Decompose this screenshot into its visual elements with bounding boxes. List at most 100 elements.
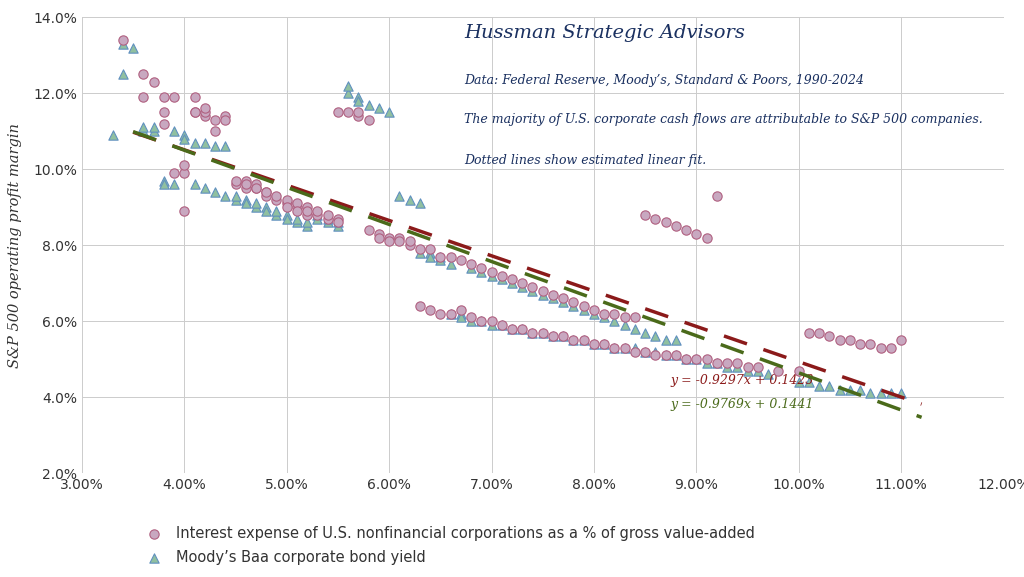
Interest expense of U.S. nonfinancial corporations as a % of gross value-added <box>678 354 694 364</box>
Moody’s Baa corporate bond yield <box>115 39 131 48</box>
Interest expense of U.S. nonfinancial corporations as a % of gross value-added <box>289 207 305 216</box>
Moody’s Baa corporate bond yield <box>504 279 520 288</box>
Interest expense of U.S. nonfinancial corporations as a % of gross value-added <box>156 92 172 102</box>
Moody’s Baa corporate bond yield <box>463 317 479 326</box>
Interest expense of U.S. nonfinancial corporations as a % of gross value-added <box>596 309 612 319</box>
Moody’s Baa corporate bond yield <box>514 324 530 334</box>
Interest expense of U.S. nonfinancial corporations as a % of gross value-added <box>432 252 449 261</box>
Moody’s Baa corporate bond yield <box>657 351 674 360</box>
Interest expense of U.S. nonfinancial corporations as a % of gross value-added <box>698 233 715 242</box>
Moody’s Baa corporate bond yield <box>678 354 694 364</box>
Moody’s Baa corporate bond yield <box>555 298 571 307</box>
Interest expense of U.S. nonfinancial corporations as a % of gross value-added <box>371 229 387 238</box>
Moody’s Baa corporate bond yield <box>238 195 254 204</box>
Text: The majority of U.S. corporate cash flows are attributable to S&P 500 companies.: The majority of U.S. corporate cash flow… <box>465 113 983 126</box>
Interest expense of U.S. nonfinancial corporations as a % of gross value-added <box>575 336 592 345</box>
Moody’s Baa corporate bond yield <box>176 134 193 144</box>
Interest expense of U.S. nonfinancial corporations as a % of gross value-added <box>227 180 244 189</box>
Interest expense of U.S. nonfinancial corporations as a % of gross value-added <box>227 176 244 185</box>
Moody’s Baa corporate bond yield <box>248 199 264 208</box>
Interest expense of U.S. nonfinancial corporations as a % of gross value-added <box>412 301 428 310</box>
Moody’s Baa corporate bond yield <box>504 324 520 334</box>
Moody’s Baa corporate bond yield <box>668 351 684 360</box>
Interest expense of U.S. nonfinancial corporations as a % of gross value-added <box>616 343 633 353</box>
Interest expense of U.S. nonfinancial corporations as a % of gross value-added <box>401 241 418 250</box>
Moody’s Baa corporate bond yield <box>248 203 264 212</box>
Moody’s Baa corporate bond yield <box>739 366 756 375</box>
Moody’s Baa corporate bond yield <box>156 176 172 185</box>
Interest expense of U.S. nonfinancial corporations as a % of gross value-added <box>197 108 213 117</box>
Interest expense of U.S. nonfinancial corporations as a % of gross value-added <box>709 358 725 368</box>
Interest expense of U.S. nonfinancial corporations as a % of gross value-added <box>258 191 274 200</box>
Interest expense of U.S. nonfinancial corporations as a % of gross value-added <box>381 237 397 246</box>
Interest expense of U.S. nonfinancial corporations as a % of gross value-added <box>217 115 233 125</box>
Legend: Interest expense of U.S. nonfinancial corporations as a % of gross value-added, : Interest expense of U.S. nonfinancial co… <box>140 526 756 565</box>
Moody’s Baa corporate bond yield <box>473 317 489 326</box>
Interest expense of U.S. nonfinancial corporations as a % of gross value-added <box>535 328 551 337</box>
Moody’s Baa corporate bond yield <box>279 210 295 219</box>
Moody’s Baa corporate bond yield <box>627 324 643 334</box>
Moody’s Baa corporate bond yield <box>135 123 152 132</box>
Moody’s Baa corporate bond yield <box>494 275 510 284</box>
Interest expense of U.S. nonfinancial corporations as a % of gross value-added <box>371 233 387 242</box>
Moody’s Baa corporate bond yield <box>852 385 868 394</box>
Interest expense of U.S. nonfinancial corporations as a % of gross value-added <box>330 214 346 223</box>
Interest expense of U.S. nonfinancial corporations as a % of gross value-added <box>401 237 418 246</box>
Moody’s Baa corporate bond yield <box>412 199 428 208</box>
Interest expense of U.S. nonfinancial corporations as a % of gross value-added <box>217 111 233 121</box>
Interest expense of U.S. nonfinancial corporations as a % of gross value-added <box>791 366 807 375</box>
Interest expense of U.S. nonfinancial corporations as a % of gross value-added <box>657 218 674 227</box>
Interest expense of U.S. nonfinancial corporations as a % of gross value-added <box>831 336 848 345</box>
Interest expense of U.S. nonfinancial corporations as a % of gross value-added <box>412 245 428 254</box>
Interest expense of U.S. nonfinancial corporations as a % of gross value-added <box>135 70 152 79</box>
Moody’s Baa corporate bond yield <box>709 358 725 368</box>
Moody’s Baa corporate bond yield <box>217 191 233 200</box>
Interest expense of U.S. nonfinancial corporations as a % of gross value-added <box>739 362 756 372</box>
Moody’s Baa corporate bond yield <box>657 336 674 345</box>
Moody’s Baa corporate bond yield <box>319 218 336 227</box>
Interest expense of U.S. nonfinancial corporations as a % of gross value-added <box>442 309 459 319</box>
Text: Data: Federal Reserve, Moody’s, Standard & Poors, 1990-2024: Data: Federal Reserve, Moody’s, Standard… <box>465 74 864 87</box>
Moody’s Baa corporate bond yield <box>872 389 889 398</box>
Moody’s Baa corporate bond yield <box>719 362 735 372</box>
Moody’s Baa corporate bond yield <box>401 195 418 204</box>
Moody’s Baa corporate bond yield <box>268 210 285 219</box>
Interest expense of U.S. nonfinancial corporations as a % of gross value-added <box>811 328 827 337</box>
Interest expense of U.S. nonfinancial corporations as a % of gross value-added <box>872 343 889 353</box>
Moody’s Baa corporate bond yield <box>637 347 653 356</box>
Moody’s Baa corporate bond yield <box>289 214 305 223</box>
Moody’s Baa corporate bond yield <box>145 123 162 132</box>
Interest expense of U.S. nonfinancial corporations as a % of gross value-added <box>248 180 264 189</box>
Interest expense of U.S. nonfinancial corporations as a % of gross value-added <box>678 226 694 235</box>
Interest expense of U.S. nonfinancial corporations as a % of gross value-added <box>330 108 346 117</box>
Moody’s Baa corporate bond yield <box>473 267 489 276</box>
Interest expense of U.S. nonfinancial corporations as a % of gross value-added <box>770 366 786 375</box>
Interest expense of U.S. nonfinancial corporations as a % of gross value-added <box>483 267 500 276</box>
Moody’s Baa corporate bond yield <box>135 127 152 136</box>
Interest expense of U.S. nonfinancial corporations as a % of gross value-added <box>893 336 909 345</box>
Text: y = -0.9297x + 0.1423: y = -0.9297x + 0.1423 <box>671 373 814 387</box>
Moody’s Baa corporate bond yield <box>186 138 203 147</box>
Moody’s Baa corporate bond yield <box>176 130 193 140</box>
Moody’s Baa corporate bond yield <box>350 92 367 102</box>
Interest expense of U.S. nonfinancial corporations as a % of gross value-added <box>197 104 213 113</box>
Moody’s Baa corporate bond yield <box>545 294 561 303</box>
Moody’s Baa corporate bond yield <box>207 142 223 151</box>
Interest expense of U.S. nonfinancial corporations as a % of gross value-added <box>750 362 766 372</box>
Moody’s Baa corporate bond yield <box>801 377 817 387</box>
Moody’s Baa corporate bond yield <box>432 256 449 265</box>
Moody’s Baa corporate bond yield <box>596 339 612 349</box>
Moody’s Baa corporate bond yield <box>565 336 582 345</box>
Moody’s Baa corporate bond yield <box>647 347 664 356</box>
Interest expense of U.S. nonfinancial corporations as a % of gross value-added <box>248 183 264 193</box>
Interest expense of U.S. nonfinancial corporations as a % of gross value-added <box>555 294 571 303</box>
Interest expense of U.S. nonfinancial corporations as a % of gross value-added <box>258 188 274 197</box>
Interest expense of U.S. nonfinancial corporations as a % of gross value-added <box>504 324 520 334</box>
Interest expense of U.S. nonfinancial corporations as a % of gross value-added <box>565 336 582 345</box>
Moody’s Baa corporate bond yield <box>217 142 233 151</box>
Moody’s Baa corporate bond yield <box>381 108 397 117</box>
Moody’s Baa corporate bond yield <box>340 81 356 91</box>
Interest expense of U.S. nonfinancial corporations as a % of gross value-added <box>360 226 377 235</box>
Interest expense of U.S. nonfinancial corporations as a % of gross value-added <box>360 115 377 125</box>
Moody’s Baa corporate bond yield <box>616 320 633 329</box>
